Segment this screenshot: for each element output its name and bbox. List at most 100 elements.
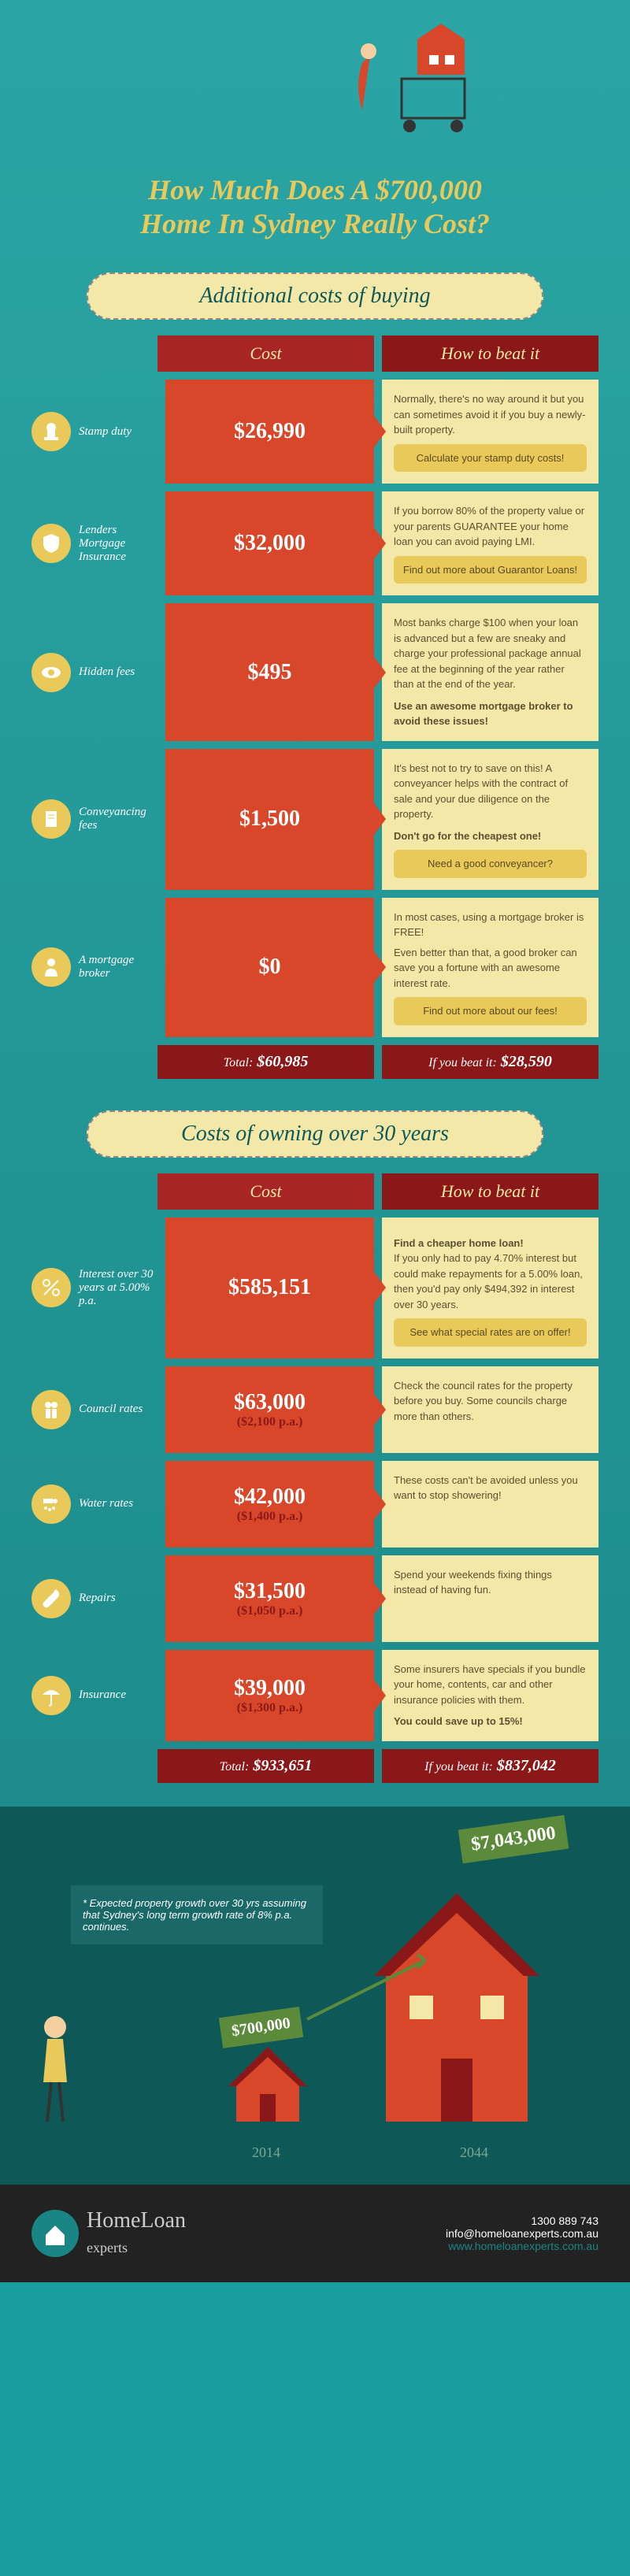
cost-value: $585,151 <box>165 1218 374 1358</box>
total-label2: Total: <box>220 1760 250 1774</box>
beat-box: Find a cheaper home loan!If you only had… <box>382 1218 598 1358</box>
col-header-cost2: Cost <box>158 1173 374 1210</box>
cost-pa: ($1,300 p.a.) <box>237 1701 303 1715</box>
cost-row: Water rates$42,000($1,400 p.a.)These cos… <box>32 1461 598 1547</box>
beat-text: These costs can't be avoided unless you … <box>394 1473 587 1503</box>
cost-pa: ($1,050 p.a.) <box>237 1604 303 1618</box>
cost-pa: ($1,400 p.a.) <box>237 1510 303 1524</box>
people-icon <box>32 1390 71 1429</box>
beat-value: $28,590 <box>501 1053 552 1070</box>
row-icon-label: Hidden fees <box>32 603 158 741</box>
beat-cta-button[interactable]: Find out more about our fees! <box>394 997 587 1025</box>
row-icon-label: Lenders Mortgage Insurance <box>32 491 158 595</box>
cost-row: Interest over 30 years at 5.00% p.a.$585… <box>32 1218 598 1358</box>
beat-box: Some insurers have specials if you bundl… <box>382 1650 598 1741</box>
umbrella-icon <box>32 1676 71 1715</box>
beat-text: Most banks charge $100 when your loan is… <box>394 615 587 692</box>
section1-header: Additional costs of buying <box>87 272 543 320</box>
footer: HomeLoan experts 1300 889 743 info@homel… <box>0 2185 630 2282</box>
cost-row: Conveyancing fees $1,500 It's best not to … <box>32 749 598 890</box>
row-icon-label: Council rates <box>32 1366 158 1453</box>
total-value: $60,985 <box>257 1053 308 1070</box>
growth-section: $7,043,000 * Expected property growth ov… <box>0 1807 630 2185</box>
stamp-icon <box>32 412 71 451</box>
title-line2: Home In Sydney Really Cost? <box>140 208 490 239</box>
cost-value: $1,500 <box>165 749 374 890</box>
cost-value: $26,990 <box>165 380 374 484</box>
beat-bold-line: Use an awesome mortgage broker to avoid … <box>394 699 587 729</box>
beat-text: Check the council rates for the property… <box>394 1378 587 1425</box>
row-label: Repairs <box>79 1592 116 1605</box>
cost-value: $31,500($1,050 p.a.) <box>165 1555 374 1642</box>
beat-bold-line: You could save up to 15%! <box>394 1714 587 1729</box>
beat-box: Check the council rates for the property… <box>382 1366 598 1453</box>
beat-text: If you only had to pay 4.70% interest bu… <box>394 1251 587 1312</box>
end-price-tag: $7,043,000 <box>458 1815 569 1864</box>
row-label: Stamp duty <box>79 425 132 439</box>
row-label: Lenders Mortgage Insurance <box>79 524 158 564</box>
beat-box: If you borrow 80% of the property value … <box>382 491 598 595</box>
section2-beat-total: If you beat it: $837,042 <box>382 1749 598 1783</box>
growth-arrow-icon <box>299 1948 441 2027</box>
beat-value2: $837,042 <box>497 1757 556 1774</box>
cost-row: Lenders Mortgage Insurance$32,000 If you … <box>32 491 598 595</box>
start-year: 2014 <box>252 2144 280 2161</box>
logo: HomeLoan experts <box>32 2208 186 2259</box>
row-icon-label: Insurance <box>32 1650 158 1741</box>
water-icon <box>32 1484 71 1524</box>
cost-value: $32,000 <box>165 491 374 595</box>
beat-cta-button[interactable]: Calculate your stamp duty costs! <box>394 444 587 473</box>
col-header-cost: Cost <box>158 335 374 372</box>
section2-totals: Total: $933,651 If you beat it: $837,042 <box>32 1749 598 1783</box>
cost-value: $42,000($1,400 p.a.) <box>165 1461 374 1547</box>
row-label: Conveyancing fees <box>79 806 158 832</box>
shield-icon <box>32 524 71 563</box>
beat-text: Normally, there's no way around it but y… <box>394 391 587 438</box>
cost-value: $0 <box>165 898 374 1037</box>
row-label: Interest over 30 years at 5.00% p.a. <box>79 1268 158 1308</box>
beat-box: Most banks charge $100 when your loan is… <box>382 603 598 741</box>
section2-rows: Interest over 30 years at 5.00% p.a.$585… <box>0 1218 630 1741</box>
title-line1: How Much Does A $700,000 <box>148 174 482 206</box>
cost-value: $495 <box>165 603 374 741</box>
percent-icon <box>32 1268 71 1307</box>
row-label: Council rates <box>79 1403 143 1416</box>
beat-label: If you beat it: <box>428 1056 497 1069</box>
beat-text: Some insurers have specials if you bundl… <box>394 1662 587 1708</box>
beat-box: These costs can't be avoided unless you … <box>382 1461 598 1547</box>
beat-box: It's best not to try to save on this! A … <box>382 749 598 890</box>
wrench-icon <box>32 1579 71 1618</box>
growth-note: * Expected property growth over 30 yrs a… <box>71 1885 323 1944</box>
header-section: How Much Does A $700,000 Home In Sydney … <box>0 0 630 257</box>
main-title: How Much Does A $700,000 Home In Sydney … <box>16 173 614 241</box>
cost-row: Council rates$63,000($2,100 p.a.)Check t… <box>32 1366 598 1453</box>
section1-rows: Stamp duty $26,990 Normally, there's no wa… <box>0 380 630 1037</box>
eye-icon <box>32 653 71 692</box>
cost-row: Repairs$31,500($1,050 p.a.)Spend your we… <box>32 1555 598 1642</box>
website: www.homeloanexperts.com.au <box>446 2240 598 2252</box>
beat-text: In most cases, using a mortgage broker i… <box>394 910 587 940</box>
total-label: Total: <box>224 1056 254 1069</box>
row-label: Insurance <box>79 1688 126 1702</box>
section1-totals: Total: $60,985 If you beat it: $28,590 <box>32 1045 598 1079</box>
total-value2: $933,651 <box>253 1757 312 1774</box>
cost-pa: ($2,100 p.a.) <box>237 1415 303 1429</box>
cost-row: Insurance$39,000($1,300 p.a.)Some insure… <box>32 1650 598 1741</box>
beat-text: It's best not to try to save on this! A … <box>394 761 587 822</box>
row-icon-label: Interest over 30 years at 5.00% p.a. <box>32 1218 158 1358</box>
beat-cta-button[interactable]: Need a good conveyancer? <box>394 850 587 878</box>
end-year: 2044 <box>460 2144 488 2161</box>
email: info@homeloanexperts.com.au <box>446 2227 598 2240</box>
section1-total: Total: $60,985 <box>158 1045 374 1079</box>
cost-row: Stamp duty $26,990 Normally, there's no wa… <box>32 380 598 484</box>
beat-cta-button[interactable]: Find out more about Guarantor Loans! <box>394 556 587 584</box>
col-header-beat: How to beat it <box>382 335 598 372</box>
beat-bold: Find a cheaper home loan! <box>394 1236 587 1251</box>
logo-sub: experts <box>87 2240 128 2255</box>
section1-columns-header: Cost How to beat it <box>32 335 598 372</box>
logo-main: HomeLoan <box>87 2208 186 2233</box>
beat-cta-button[interactable]: See what special rates are on offer! <box>394 1318 587 1347</box>
beat-text: If you borrow 80% of the property value … <box>394 503 587 550</box>
cost-row: A mortgage broker$0In most cases, using … <box>32 898 598 1037</box>
document-icon <box>32 799 71 839</box>
